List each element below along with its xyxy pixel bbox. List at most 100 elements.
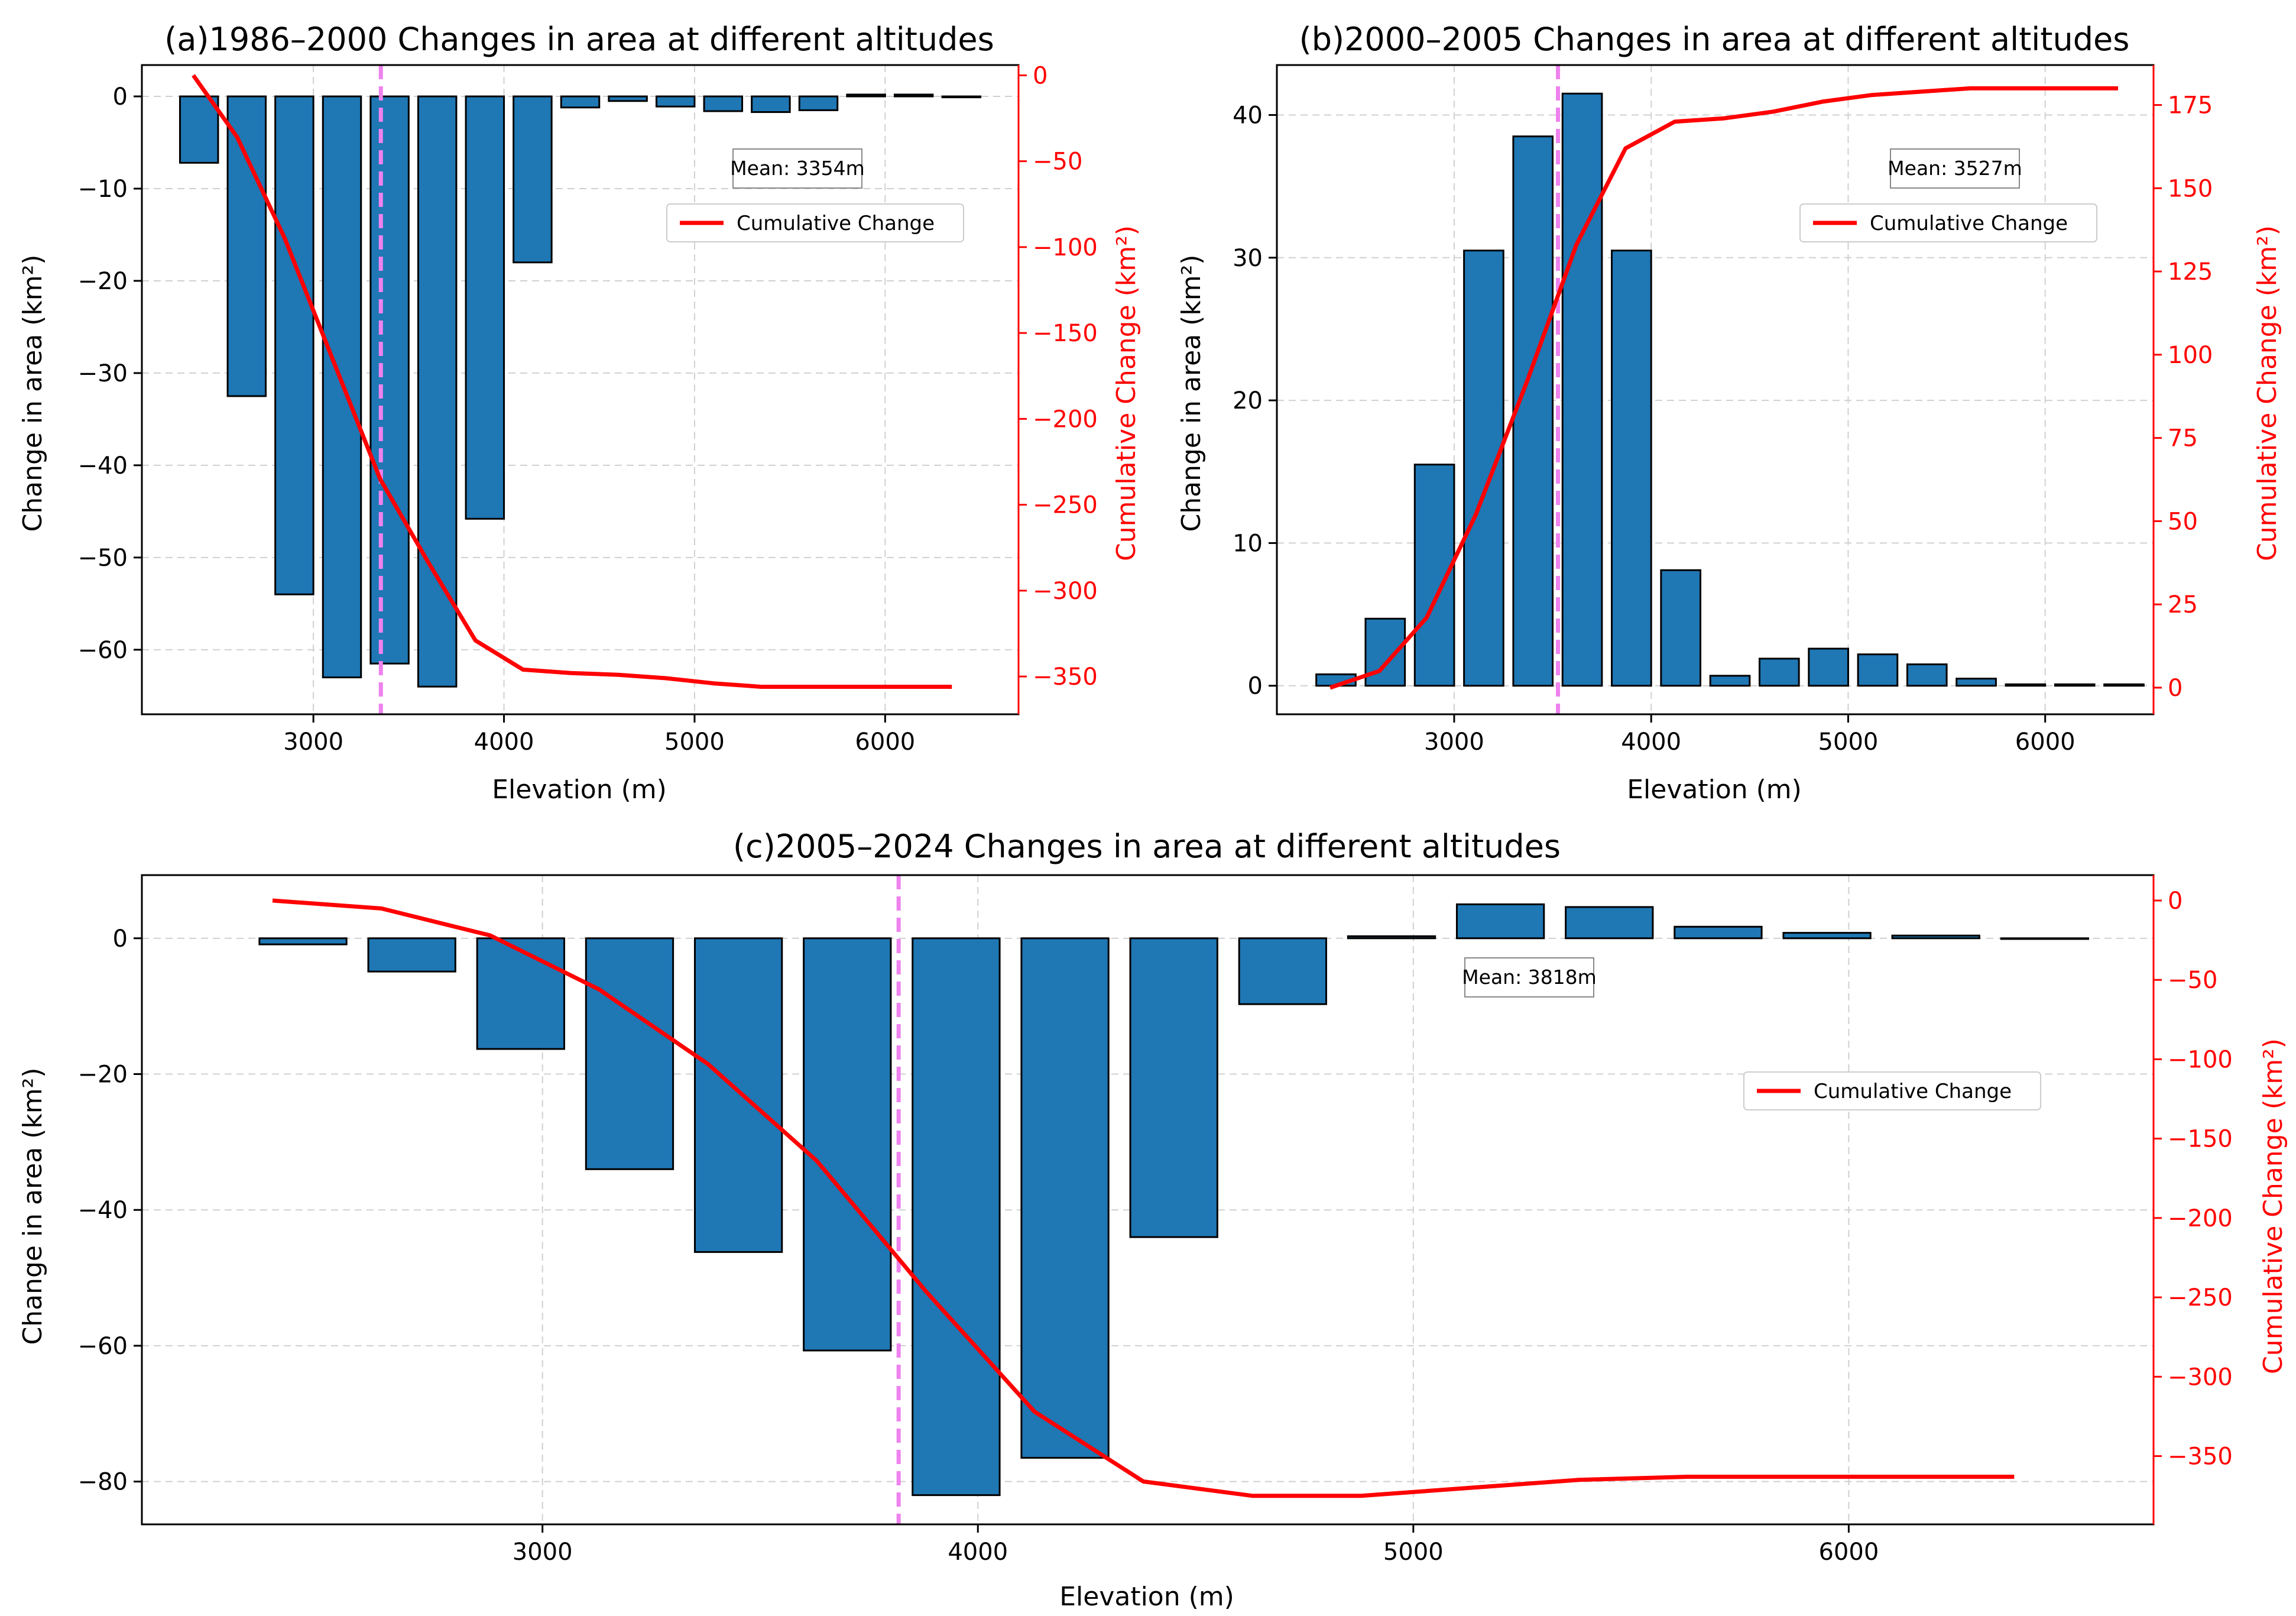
panel-a-y2-tick-label: −50 <box>1033 148 1082 176</box>
panel-a-mean-label-box <box>732 148 862 189</box>
panel-c-y2-tick-label: −100 <box>2168 1046 2233 1073</box>
panel-c-bar <box>1782 932 1872 940</box>
panel-b-x-axis-label: Elevation (m) <box>1627 775 1802 805</box>
panel-b-y2-tick-label: 150 <box>2168 175 2213 202</box>
panel-a-mean-label: Mean: 3354m <box>730 157 865 180</box>
panel-b-y2-tick-label: 25 <box>2168 591 2198 618</box>
panel-a-y-tick-label: −10 <box>78 176 128 203</box>
panel-a-cumulative-line <box>192 74 952 689</box>
panel-b-y2-axis-label: Cumulative Change (km²) <box>2252 225 2282 561</box>
panel-a-y2-tick-label: −200 <box>1033 406 1098 433</box>
panel-b-bar <box>2054 683 2096 687</box>
panel-a-legend-box <box>666 203 964 242</box>
panel-c-x-axis-label: Elevation (m) <box>1059 1582 1234 1612</box>
panel-a-y-tick-label: −50 <box>78 545 128 572</box>
panel-c-mean-label: Mean: 3818m <box>1462 966 1597 989</box>
panel-b-y2-tick-label: 50 <box>2168 508 2198 535</box>
panel-a-x-axis-label: Elevation (m) <box>492 775 667 805</box>
panel-b-y-tick-label: 30 <box>1233 245 1263 272</box>
panel-c-y2-tick-label: −250 <box>2168 1284 2233 1311</box>
panel-a-bar <box>513 95 553 264</box>
panel-b-bar <box>1857 653 1899 687</box>
panel-c-bar <box>1565 906 1654 940</box>
panel-a-x-tick-label: 6000 <box>855 728 915 756</box>
panel-b-x-tick-label: 5000 <box>1818 728 1879 756</box>
panel-a-y2-tick-label: −300 <box>1033 578 1098 605</box>
panel-a-y-tick-label: −60 <box>78 637 128 664</box>
panel-a-y-tick-label: 0 <box>113 83 128 111</box>
panel-a-bar <box>179 95 219 164</box>
panel-b-x-tick-label: 4000 <box>1621 728 1681 756</box>
panel-a-bar <box>941 95 982 99</box>
panel-c-y-tick-label: −60 <box>78 1333 128 1360</box>
panel-b-y-axis-label: Change in area (km²) <box>1176 255 1207 532</box>
panel-c-bar <box>1238 937 1327 1005</box>
panel-b-legend-label: Cumulative Change <box>1870 212 2068 235</box>
panel-a-y2-axis-label: Cumulative Change (km²) <box>1111 225 1141 561</box>
panel-a-legend-label: Cumulative Change <box>737 212 935 235</box>
panel-c-y-axis-label: Change in area (km²) <box>18 1068 48 1345</box>
panel-a-y2-tick-label: 0 <box>1033 62 1048 89</box>
panel-a-bar <box>226 95 267 397</box>
panel-b-bar <box>1906 663 1948 687</box>
panel-a-title: (a)1986–2000 Changes in area at differen… <box>164 21 994 58</box>
panel-a-y-tick-label: −40 <box>78 452 128 480</box>
panel-b-title: (b)2000–2005 Changes in area at differen… <box>1299 21 2130 58</box>
panel-b: (b)2000–2005 Changes in area at differen… <box>1176 21 2282 805</box>
panel-b-y2-tick-label: 75 <box>2168 425 2198 452</box>
panel-a-bar <box>274 95 314 595</box>
panel-a: (a)1986–2000 Changes in area at differen… <box>18 21 1141 805</box>
panel-a-y2-tick-label: −100 <box>1033 234 1098 261</box>
panel-c-mean-label-box <box>1464 957 1594 998</box>
panel-c-y2-tick-label: −50 <box>2168 967 2217 994</box>
panel-c-x-tick-label: 6000 <box>1818 1539 1879 1566</box>
panel-b-bar <box>1808 647 1849 687</box>
panel-b-bar <box>1561 92 1603 687</box>
panel-a-bar <box>417 95 458 688</box>
panel-b-y-tick-label: 10 <box>1233 530 1263 557</box>
panel-c-y2-axis-label: Cumulative Change (km²) <box>2258 1038 2288 1374</box>
panel-c-bar <box>1891 934 1980 940</box>
panel-b-y-tick-label: 0 <box>1248 673 1263 700</box>
panel-c-y2-tick-label: −350 <box>2168 1443 2233 1471</box>
panel-c-bar <box>1455 903 1545 940</box>
panel-c: (c)2005–2024 Changes in area at differen… <box>18 828 2288 1612</box>
panel-b-bar <box>1758 658 1800 687</box>
panel-c-legend-box <box>1743 1071 2041 1110</box>
panel-c-bar <box>585 937 674 1170</box>
panel-b-bar <box>1413 464 1455 687</box>
panel-a-y2-tick-label: −150 <box>1033 320 1098 347</box>
panel-c-bar <box>1020 937 1110 1459</box>
panel-c-bar <box>367 937 456 973</box>
panel-a-y-axis-label: Change in area (km²) <box>18 255 48 532</box>
panel-c-y-tick-label: −20 <box>78 1061 128 1089</box>
panel-a-bar <box>560 95 601 109</box>
panel-c-y-tick-label: −40 <box>78 1197 128 1224</box>
panel-b-x-tick-label: 3000 <box>1424 728 1484 756</box>
panel-a-bar <box>655 95 696 108</box>
panel-c-bar <box>1347 935 1436 940</box>
panel-c-x-tick-label: 4000 <box>948 1539 1008 1566</box>
panel-c-bar <box>1129 937 1218 1238</box>
panel-b-y2-tick-label: 125 <box>2168 258 2213 286</box>
panel-c-y2-tick-label: 0 <box>2168 888 2183 915</box>
panel-b-bar <box>1956 678 1997 687</box>
panel-b-y2-tick-label: 100 <box>2168 342 2213 369</box>
panel-b-bar <box>2103 683 2145 687</box>
panel-b-mean-label: Mean: 3527m <box>1888 157 2022 180</box>
panel-b-bar <box>1660 569 1702 687</box>
panel-c-bar <box>258 937 348 945</box>
panel-c-bar <box>476 937 565 1050</box>
panel-b-y2-tick-label: 0 <box>2168 675 2183 702</box>
panel-a-x-tick-label: 3000 <box>283 728 343 756</box>
panel-c-legend-label: Cumulative Change <box>1814 1080 2012 1103</box>
panel-c-bar <box>912 937 1001 1497</box>
panel-b-bar <box>1611 250 1652 687</box>
panel-a-bar <box>751 95 791 114</box>
panel-c-bar <box>803 937 892 1352</box>
panel-a-bar <box>703 95 744 112</box>
panel-c-y2-tick-label: −300 <box>2168 1364 2233 1391</box>
panel-b-y-tick-label: 40 <box>1233 102 1263 129</box>
panel-b-bar <box>1463 250 1504 687</box>
panel-c-bar <box>1674 925 1763 940</box>
